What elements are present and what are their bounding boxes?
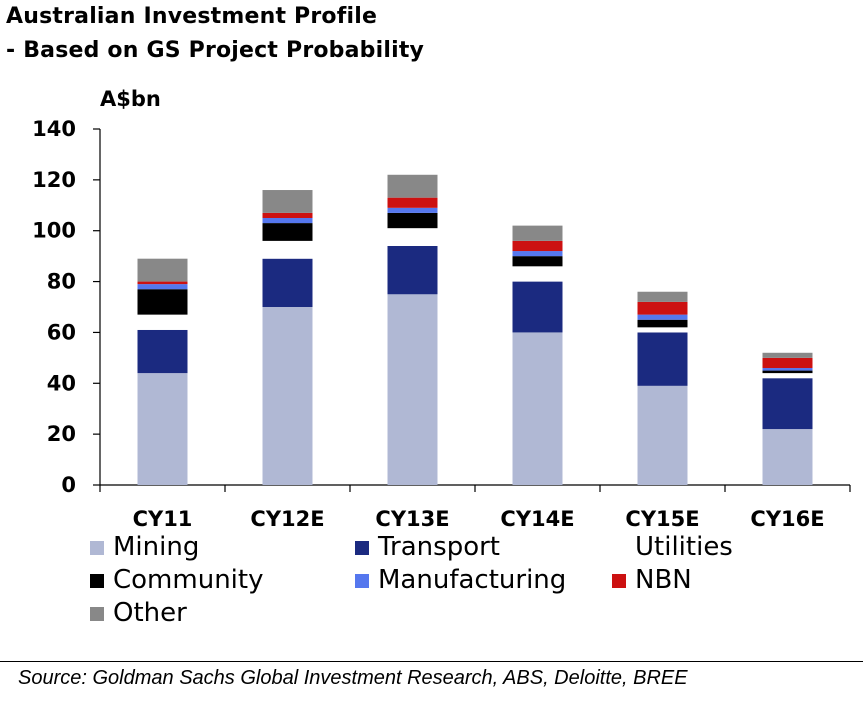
chart-title-line-2: - Based on GS Project Probability	[6, 38, 425, 63]
bar-community-cy11	[137, 289, 188, 315]
bar-manufacturing-cy12e	[262, 218, 313, 224]
bar-nbn-cy16e	[762, 357, 813, 369]
bar-nbn-cy15e	[637, 301, 688, 315]
x-tick-label-cy14e: CY14E	[500, 507, 574, 531]
bar-manufacturing-cy13e	[387, 207, 438, 213]
legend-swatch-manufacturing	[355, 574, 369, 588]
x-tick-label-cy11: CY11	[133, 507, 193, 531]
bar-community-cy16e	[762, 370, 813, 374]
bar-utilities-cy16e	[762, 373, 813, 379]
y-tick-label-40: 40	[47, 371, 76, 395]
bar-manufacturing-cy14e	[512, 251, 563, 257]
legend-swatch-community	[90, 574, 104, 588]
bar-other-cy16e	[762, 352, 813, 358]
legend-label-mining: Mining	[113, 532, 200, 562]
bar-utilities-cy11	[137, 314, 188, 330]
bar-transport-cy16e	[762, 378, 813, 430]
bar-transport-cy12e	[262, 258, 313, 307]
bar-nbn-cy11	[137, 281, 188, 285]
bar-utilities-cy14e	[512, 266, 563, 282]
bar-other-cy15e	[637, 291, 688, 302]
bar-community-cy14e	[512, 256, 563, 267]
y-tick-label-100: 100	[32, 219, 76, 243]
bar-nbn-cy13e	[387, 197, 438, 208]
bar-other-cy14e	[512, 225, 563, 241]
legend-label-other: Other	[113, 598, 187, 628]
y-tick-label-80: 80	[47, 270, 76, 294]
bar-nbn-cy12e	[262, 212, 313, 218]
bar-transport-cy13e	[387, 245, 438, 295]
legend-swatch-transport	[355, 541, 369, 555]
bar-community-cy15e	[637, 319, 688, 328]
legend-label-nbn: NBN	[635, 565, 692, 595]
bar-nbn-cy14e	[512, 240, 563, 252]
bar-utilities-cy13e	[387, 228, 438, 246]
bar-mining-cy14e	[512, 332, 563, 485]
bar-mining-cy11	[137, 373, 188, 485]
y-tick-label-120: 120	[32, 168, 76, 192]
legend-swatch-other	[90, 607, 104, 621]
stacked-bar-chart: A$bn 0 20 40 60 80 100 120 140 CY11 CY12E CY13E CY14…	[32, 87, 851, 531]
y-tick-label-20: 20	[47, 422, 76, 446]
source-note: Source: Goldman Sachs Global Investment …	[18, 667, 688, 689]
source-divider	[0, 661, 863, 662]
chart-title-line-1: Australian Investment Profile	[6, 4, 378, 29]
bar-utilities-cy15e	[637, 327, 688, 333]
bar-mining-cy16e	[762, 429, 813, 485]
bar-transport-cy14e	[512, 281, 563, 333]
y-tick-label-140: 140	[32, 117, 76, 141]
x-tick-label-cy13e: CY13E	[375, 507, 449, 531]
bar-manufacturing-cy11	[137, 284, 188, 290]
legend-label-utilities: Utilities	[635, 532, 733, 562]
bar-transport-cy15e	[637, 332, 688, 386]
legend-swatch-mining	[90, 541, 104, 555]
legend-label-transport: Transport	[378, 532, 501, 562]
bar-manufacturing-cy16e	[762, 368, 813, 371]
x-tick-label-cy12e: CY12E	[250, 507, 324, 531]
legend-label-manufacturing: Manufacturing	[378, 565, 567, 595]
bar-community-cy13e	[387, 212, 438, 229]
x-tick-label-cy16e: CY16E	[750, 507, 824, 531]
legend-label-community: Community	[113, 565, 264, 595]
bar-mining-cy13e	[387, 294, 438, 485]
bar-other-cy12e	[262, 190, 313, 213]
bar-mining-cy12e	[262, 307, 313, 485]
x-tick-label-cy15e: CY15E	[625, 507, 699, 531]
y-tick-label-60: 60	[47, 320, 76, 344]
y-axis-label: A$bn	[100, 87, 161, 111]
bar-manufacturing-cy15e	[637, 314, 688, 320]
legend-swatch-nbn	[612, 574, 626, 588]
bar-mining-cy15e	[637, 385, 688, 485]
bar-transport-cy11	[137, 329, 188, 374]
bar-other-cy11	[137, 258, 188, 282]
bar-other-cy13e	[387, 174, 438, 198]
y-tick-label-0: 0	[61, 473, 76, 497]
bar-utilities-cy12e	[262, 240, 313, 259]
bar-community-cy12e	[262, 223, 313, 241]
